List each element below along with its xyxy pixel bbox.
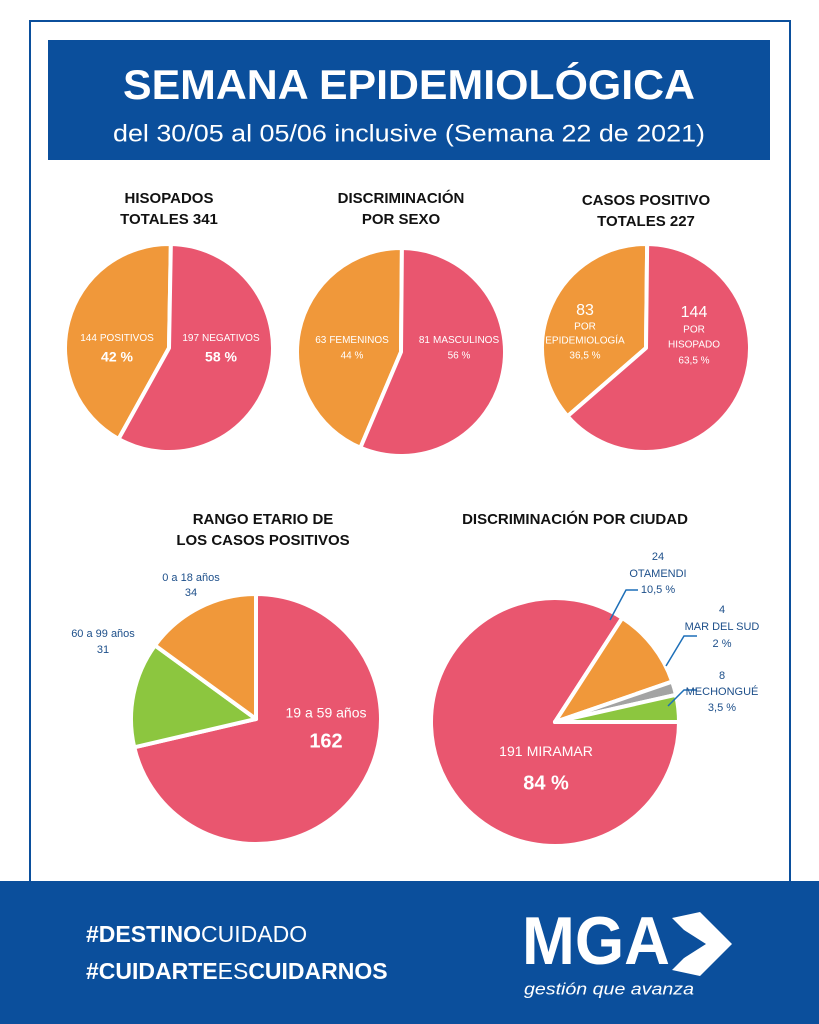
header-band (48, 40, 770, 160)
data-label-category: 0 a 18 años (162, 572, 220, 584)
logo-arrow-cut (684, 930, 706, 958)
data-label-value: 31 (97, 644, 109, 656)
data-label-percent: 58 % (205, 349, 237, 365)
data-label: 197 NEGATIVOS (182, 333, 260, 344)
data-label-percent: 3,5 % (708, 702, 736, 714)
data-label-category: OTAMENDI (629, 568, 686, 580)
data-label-percent: 10,5 % (641, 584, 675, 596)
pie-slice (295, 246, 404, 450)
hashtag-part: #DESTINO (86, 921, 201, 947)
chart-title: TOTALES 341 (120, 211, 218, 228)
chart-title: DISCRIMINACIÓN POR CIUDAD (462, 510, 688, 528)
chart-title: POR SEXO (362, 211, 441, 228)
leader-line (665, 635, 697, 667)
chart-title: DISCRIMINACIÓN (338, 189, 465, 207)
data-label-percent: 63,5 % (678, 356, 709, 367)
data-label-category: EPIDEMIOLOGÍA (545, 334, 625, 347)
data-label-category: NEGATIVOS (202, 333, 260, 344)
data-label-value: 81 (419, 335, 431, 346)
data-label-percent: 36,5 % (569, 351, 600, 362)
chart-title: TOTALES 227 (597, 213, 695, 230)
pie-slice (129, 643, 258, 750)
chart-title: CASOS POSITIVO (582, 192, 711, 209)
data-label-percent: 56 % (448, 351, 471, 362)
data-label-category: POR (683, 325, 705, 336)
data-label-percent: 2 % (713, 638, 732, 650)
data-label-value: 162 (309, 730, 342, 752)
pie-slice (152, 592, 258, 721)
data-label-category: FEMENINOS (329, 335, 389, 346)
pie-slice (553, 692, 681, 724)
data-label-percent: 42 % (101, 349, 133, 365)
data-label-value: 197 (182, 333, 199, 344)
data-label-category: MASCULINOS (433, 335, 499, 346)
hashtag-part: CUIDADO (201, 921, 307, 947)
data-label-value: 144 (681, 304, 708, 321)
leader-line (609, 589, 638, 621)
logo-tagline: gestión que avanza (524, 979, 694, 998)
header-subtitle: del 30/05 al 05/06 inclusive (Semana 22 … (113, 120, 705, 147)
data-label-value: 8 (719, 670, 725, 682)
chart-title: HISOPADOS (125, 190, 214, 207)
data-label-category: MAR DEL SUD (685, 621, 760, 633)
pie-slice (358, 246, 507, 458)
leader-line (667, 689, 697, 707)
data-label-category: HISOPADO (668, 340, 720, 351)
data-label: 81 MASCULINOS (419, 335, 500, 346)
data-label-category: MECHONGUÉ (686, 685, 759, 698)
data-label-value: 24 (652, 551, 664, 563)
chart-title: RANGO ETARIO DE (193, 511, 334, 528)
header-title: SEMANA EPIDEMIOLÓGICA (123, 60, 695, 108)
pie-slice (540, 242, 650, 419)
pie-slice (116, 242, 275, 454)
data-label-value: 34 (185, 587, 197, 599)
data-label: 144 POSITIVOS (80, 333, 154, 344)
data-label-category: POR (574, 322, 596, 333)
pie-slice (565, 242, 752, 454)
data-label-percent: 44 % (341, 351, 364, 362)
data-label-value: 4 (719, 604, 725, 616)
data-label-category: MIRAMAR (527, 743, 593, 759)
hashtag-part: ES (218, 958, 249, 984)
data-label-value: 63 (315, 335, 327, 346)
hashtag: #DESTINOCUIDADO (86, 921, 307, 947)
logo: MGA (522, 903, 670, 979)
hashtag-part: #CUIDARTE (86, 958, 218, 984)
data-label: 63 FEMENINOS (315, 335, 389, 346)
data-label-value: 191 (499, 743, 523, 759)
footer-band (0, 881, 819, 1024)
data-label-percent: 84 % (523, 772, 569, 794)
hashtag: #CUIDARTEESCUIDARNOS (86, 958, 388, 984)
data-label-category: 60 a 99 años (71, 628, 135, 640)
data-label-value: 83 (576, 302, 594, 319)
data-label-category: 19 a 59 años (286, 705, 367, 721)
data-label-category: POSITIVOS (100, 333, 154, 344)
hashtag-part: CUIDARNOS (248, 958, 387, 984)
data-label-value: 144 (80, 333, 97, 344)
data-label: 191 MIRAMAR (499, 743, 593, 759)
chart-title: LOS CASOS POSITIVOS (176, 532, 349, 549)
